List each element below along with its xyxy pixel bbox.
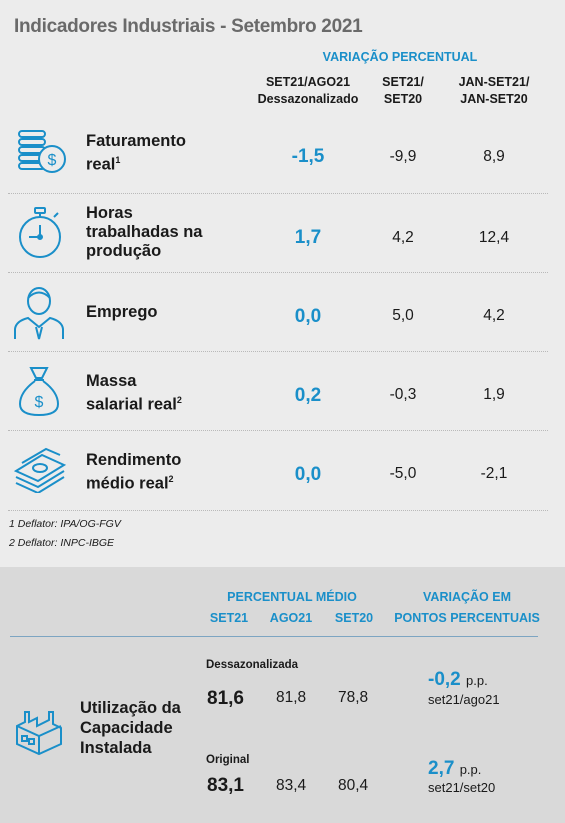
value-set21-set20: -9,9 xyxy=(389,148,417,165)
pp-variation-header: VARIAÇÃO EM PONTOS PERCENTUAIS xyxy=(392,589,542,627)
label-line: Faturamento xyxy=(86,132,186,150)
pp-value: 2,7 xyxy=(428,758,455,779)
col-header-line: Dessazonalizado xyxy=(257,92,359,106)
original-set20: 80,4 xyxy=(338,777,369,794)
row-label-emprego: Emprego xyxy=(86,303,158,321)
capacity-utilization-label: Utilização da Capacidade Instalada xyxy=(80,698,181,758)
pp-unit: p.p. xyxy=(459,762,482,777)
indicators-panel xyxy=(0,0,565,567)
footnote-marker: 2 xyxy=(176,395,182,405)
value-jan-set: 4,2 xyxy=(483,307,505,324)
value-set21-set20: -5,0 xyxy=(389,465,417,482)
col-set20: SET20 xyxy=(334,611,374,625)
value-jan-set: 8,9 xyxy=(483,148,505,165)
col-header-line: JAN-SET21/ xyxy=(458,75,530,89)
svg-text:$: $ xyxy=(48,152,57,169)
row-label-massa-salarial: Massa salarial real2 xyxy=(86,372,182,415)
pp-value: -0,2 xyxy=(428,669,461,690)
money-bag-icon: $ xyxy=(16,364,62,423)
seasonal-set20: 78,8 xyxy=(338,689,369,706)
footnote-marker: 1 xyxy=(115,155,121,165)
col-header-line: SET20 xyxy=(383,92,423,106)
footnote-1: 1 Deflator: IPA/OG-FGV xyxy=(9,518,121,530)
col-header-set21-ago21: SET21/AGO21 Dessazonalizado xyxy=(248,74,368,108)
variation-header: VARIAÇÃO PERCENTUAL xyxy=(322,50,478,64)
svg-text:$: $ xyxy=(35,394,44,411)
value-jan-set: 12,4 xyxy=(478,229,510,246)
row-label-horas: Horas trabalhadas na produção xyxy=(86,204,202,261)
coins-icon: $ xyxy=(16,127,68,182)
header-line: PONTOS PERCENTUAIS xyxy=(394,611,540,625)
value-set21-ago21: 0,0 xyxy=(294,306,322,327)
original-reference: set21/set20 xyxy=(428,780,496,795)
row-divider xyxy=(8,510,548,511)
seasonal-pp-variation: -0,2 p.p. xyxy=(428,669,488,691)
value-jan-set: -2,1 xyxy=(480,465,508,482)
value-jan-set: 1,9 xyxy=(483,386,505,403)
col-header-jan-set: JAN-SET21/ JAN-SET20 xyxy=(448,74,540,108)
label-line: médio real2 xyxy=(86,470,181,494)
row-label-rendimento: Rendimento médio real2 xyxy=(86,451,181,494)
pp-unit: p.p. xyxy=(466,673,488,688)
seasonal-label: Dessazonalizada xyxy=(206,659,299,671)
label-text: real xyxy=(86,155,116,174)
value-set21-ago21: 1,7 xyxy=(294,227,322,248)
label-line: trabalhadas na xyxy=(86,223,203,241)
row-divider xyxy=(8,193,548,194)
row-divider xyxy=(8,430,548,431)
label-line: Utilização da xyxy=(80,699,181,717)
seasonal-reference: set21/ago21 xyxy=(428,692,500,707)
label-line: Instalada xyxy=(80,739,152,757)
value-set21-set20: 4,2 xyxy=(392,229,414,246)
label-line: Capacidade xyxy=(80,719,173,737)
section-divider xyxy=(10,636,538,637)
banknotes-icon xyxy=(12,443,68,498)
original-pp-variation: 2,7 p.p. xyxy=(428,758,481,780)
page-title: Indicadores Industriais - Setembro 2021 xyxy=(14,16,363,37)
original-ago21: 83,4 xyxy=(276,777,307,794)
col-header-line: SET21/ xyxy=(382,75,424,89)
col-header-set21-set20: SET21/ SET20 xyxy=(368,74,438,108)
col-ago21: AGO21 xyxy=(269,611,313,625)
value-set21-ago21: -1,5 xyxy=(291,146,325,167)
label-line: salarial real2 xyxy=(86,391,182,415)
label-line: Massa xyxy=(86,372,137,390)
worker-icon xyxy=(12,283,66,346)
label-line: real1 xyxy=(86,151,186,175)
row-divider xyxy=(8,272,548,273)
seasonal-ago21: 81,8 xyxy=(276,689,307,706)
label-text: salarial real xyxy=(86,395,177,414)
row-label-faturamento: Faturamento real1 xyxy=(86,132,186,175)
original-set21: 83,1 xyxy=(207,775,244,796)
value-set21-set20: -0,3 xyxy=(389,386,417,403)
label-line: Rendimento xyxy=(86,451,182,469)
label-line: Horas xyxy=(86,204,133,222)
footnote-marker: 2 xyxy=(168,474,174,484)
value-set21-ago21: 0,0 xyxy=(294,464,322,485)
col-header-line: JAN-SET20 xyxy=(460,92,528,106)
factory-icon xyxy=(11,700,67,761)
footnote-2: 2 Deflator: INPC-IBGE xyxy=(9,537,115,549)
seasonal-set21: 81,6 xyxy=(207,688,244,709)
capacity-panel xyxy=(0,567,565,823)
stopwatch-icon xyxy=(14,206,66,265)
row-divider xyxy=(8,351,548,352)
label-text: médio real xyxy=(86,474,169,493)
original-label: Original xyxy=(206,754,250,766)
col-set21: SET21 xyxy=(209,611,249,625)
col-header-line: SET21/AGO21 xyxy=(265,75,351,89)
value-set21-set20: 5,0 xyxy=(392,307,414,324)
header-line: VARIAÇÃO EM xyxy=(423,590,511,604)
value-set21-ago21: 0,2 xyxy=(294,385,322,406)
label-line: produção xyxy=(86,242,162,260)
avg-percent-header: PERCENTUAL MÉDIO xyxy=(227,590,357,604)
